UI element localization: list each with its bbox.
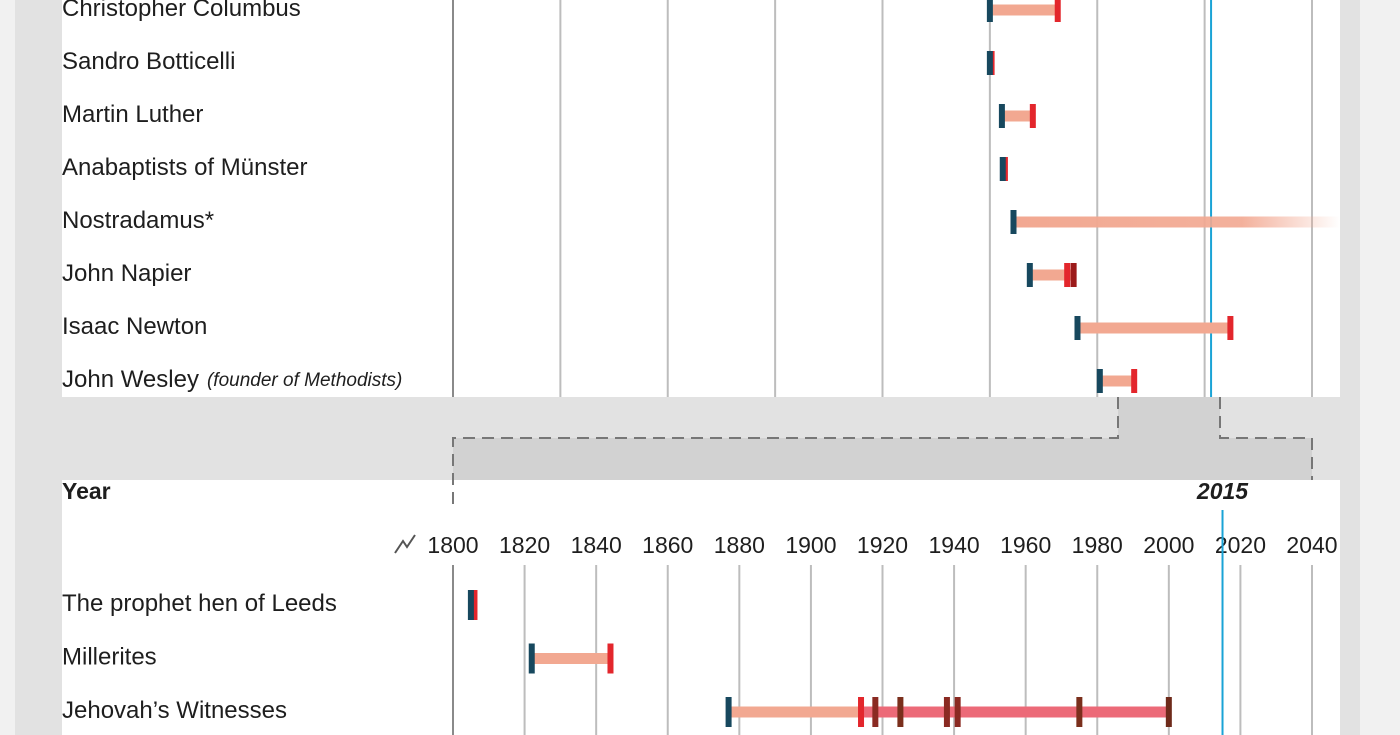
row-label: The prophet hen of Leeds: [62, 590, 337, 617]
x-tick-label: 1820: [499, 532, 550, 558]
row-name: Jehovah’s Witnesses: [62, 697, 287, 724]
start-marker: [1010, 210, 1017, 234]
start-marker: [999, 157, 1006, 181]
prediction-marker: [872, 697, 879, 727]
start-marker: [1074, 316, 1081, 340]
bar-segment: [989, 4, 1058, 16]
row-note: (founder of Methodists): [207, 370, 402, 391]
prediction-marker: [471, 590, 478, 620]
row-name: The prophet hen of Leeds: [62, 590, 337, 617]
bar-segment: [1013, 216, 1340, 228]
bar-segment: [531, 653, 611, 664]
prediction-marker: [897, 697, 904, 727]
row-name: Nostradamus*: [62, 207, 214, 234]
bottom-panel: [62, 480, 1340, 735]
row-name: Sandro Botticelli: [62, 48, 235, 75]
row-name: Martin Luther: [62, 101, 203, 128]
prediction-marker: [1165, 697, 1172, 727]
start-marker: [1026, 263, 1033, 287]
row-label: Martin Luther: [62, 101, 203, 128]
bar-segment: [1067, 269, 1074, 281]
row-label: Nostradamus*: [62, 207, 214, 234]
x-tick-label: 1980: [1072, 532, 1123, 558]
x-tick-label: 2040: [1286, 532, 1337, 558]
row-label: John Napier: [62, 260, 191, 287]
top-panel: [62, 0, 1340, 397]
prediction-marker: [858, 697, 865, 727]
row-label: Jehovah’s Witnesses: [62, 697, 287, 724]
prediction-marker: [1054, 0, 1061, 22]
axis-break: [394, 534, 416, 554]
row-label: Millerites: [62, 644, 157, 671]
x-tick-label: 1800: [427, 532, 478, 558]
bar-segment: [1001, 110, 1033, 122]
prediction-marker: [1227, 316, 1234, 340]
row-name: Isaac Newton: [62, 313, 207, 340]
x-tick-label: 1920: [857, 532, 908, 558]
prediction-marker: [1064, 263, 1071, 287]
x-axis-title: Year: [62, 478, 111, 504]
start-marker: [986, 51, 993, 75]
start-marker: [467, 590, 474, 620]
x-tick-label: 1960: [1000, 532, 1051, 558]
bar-segment: [946, 706, 958, 718]
zoom-connector: [452, 397, 1313, 505]
bar-segment: [957, 706, 1080, 718]
row-label: Christopher Columbus: [62, 0, 301, 22]
prediction-marker: [607, 643, 614, 674]
row-label: John Wesley (founder of Methodists): [62, 366, 402, 393]
row-label: Sandro Botticelli: [62, 48, 235, 75]
row-name: Christopher Columbus: [62, 0, 301, 22]
start-marker: [986, 0, 993, 22]
bar-segment: [861, 706, 876, 718]
bar-segment: [1029, 269, 1068, 281]
prediction-marker: [954, 697, 961, 727]
x-tick-label: 1840: [571, 532, 622, 558]
row-label: Isaac Newton: [62, 313, 207, 340]
x-tick-label: 1940: [928, 532, 979, 558]
x-tick-label: 2000: [1143, 532, 1194, 558]
x-tick-label: 1880: [714, 532, 765, 558]
start-marker: [528, 643, 535, 674]
bar-segment: [728, 706, 862, 718]
prediction-marker: [1076, 697, 1083, 727]
start-marker: [725, 697, 732, 727]
row-name: Millerites: [62, 644, 157, 671]
bar-segment: [875, 706, 901, 718]
x-tick-label: 1860: [642, 532, 693, 558]
prediction-marker: [1070, 263, 1077, 287]
row-name: John Napier: [62, 260, 191, 287]
bar-segment: [900, 706, 947, 718]
row-name: John Wesley: [62, 366, 199, 393]
highlight-label: 2015: [1196, 478, 1249, 504]
row-name: Anabaptists of Münster: [62, 154, 307, 181]
prediction-marker: [1131, 369, 1138, 393]
prediction-marker: [943, 697, 950, 727]
prediction-marker: [1029, 104, 1036, 128]
row-label: Anabaptists of Münster: [62, 154, 307, 181]
bar-segment: [1077, 322, 1231, 334]
x-tick-label: 1900: [785, 532, 836, 558]
bar-segment: [1099, 375, 1135, 387]
start-marker: [998, 104, 1005, 128]
start-marker: [1096, 369, 1103, 393]
bar-segment: [1079, 706, 1169, 718]
